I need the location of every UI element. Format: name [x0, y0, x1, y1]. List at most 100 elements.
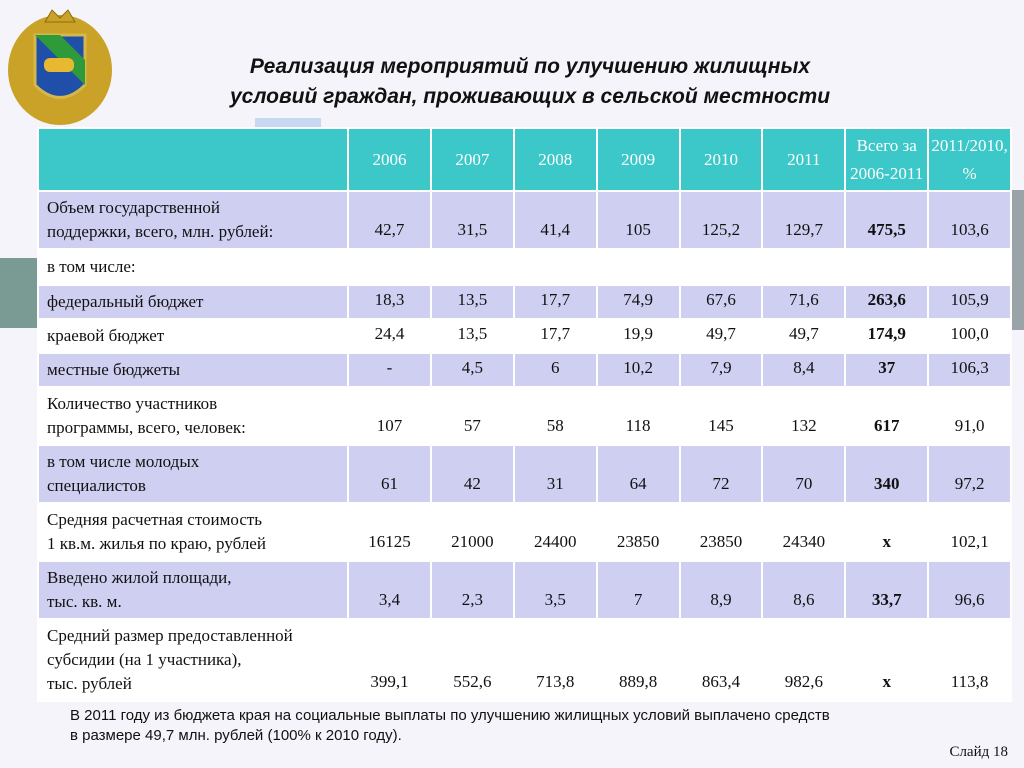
table-row: федеральный бюджет 18,3 13,5 17,7 74,9 67,6 71…	[37, 284, 1012, 320]
cell: 132	[761, 386, 847, 446]
cell: 24,4	[347, 318, 432, 354]
cell: -	[347, 352, 432, 388]
cell: 61	[347, 444, 432, 504]
cell: 8,9	[678, 560, 764, 620]
cell: 3,5	[512, 560, 598, 620]
cell: 37	[844, 352, 930, 388]
header-row: 2006 2007 2008 2009 2010 2011 Всего за 2006-20…	[37, 127, 1012, 192]
cell: 100,0	[927, 318, 1012, 354]
cell: 889,8	[595, 618, 681, 702]
cell: 58	[512, 386, 598, 446]
cell: 17,7	[512, 318, 598, 354]
cell: 107	[347, 386, 432, 446]
row-label: в том числе молодых специалистов	[37, 444, 349, 504]
cell: 125,2	[678, 190, 764, 250]
cell: 41,4	[512, 190, 598, 250]
cell: 8,6	[761, 560, 847, 620]
decor-strip	[0, 258, 37, 328]
cell: 72	[678, 444, 764, 504]
cell: 2,3	[429, 560, 515, 620]
cell: 475,5	[844, 190, 930, 250]
cell: 105	[595, 190, 681, 250]
cell: 6	[512, 352, 598, 388]
cell: 24400	[512, 502, 598, 562]
cell: 174,9	[844, 318, 930, 354]
cell: 3,4	[347, 560, 432, 620]
header-cell: 2009	[595, 127, 681, 192]
cell: 263,6	[844, 284, 930, 320]
cell: х	[844, 618, 930, 702]
table-row: в том числе:	[37, 248, 1012, 286]
cell: 7,9	[678, 352, 764, 388]
cell: 118	[595, 386, 681, 446]
cell: 70	[761, 444, 847, 504]
header-cell: 2007	[429, 127, 515, 192]
cell: 7	[595, 560, 681, 620]
cell: 106,3	[927, 352, 1012, 388]
cell: 21000	[429, 502, 515, 562]
cell: 8,4	[761, 352, 847, 388]
table-row: краевой бюджет 24,4 13,5 17,7 19,9 49,7 49,7 17…	[37, 318, 1012, 354]
cell: 91,0	[927, 386, 1012, 446]
cell: 863,4	[678, 618, 764, 702]
cell: 97,2	[927, 444, 1012, 504]
cell: 145	[678, 386, 764, 446]
header-cell	[37, 127, 349, 192]
row-label: Средний размер предоставленной субсидии …	[37, 618, 349, 702]
cell: 713,8	[512, 618, 598, 702]
footnote: В 2011 году из бюджета края на социальны…	[70, 707, 830, 744]
cell: 31,5	[429, 190, 515, 250]
cell: 129,7	[761, 190, 847, 250]
cell: 71,6	[761, 284, 847, 320]
cell: х	[844, 502, 930, 562]
cell: 74,9	[595, 284, 681, 320]
decor-strip	[1012, 190, 1024, 330]
cell: 103,6	[927, 190, 1012, 250]
table-row: местные бюджеты -4,5 6 10,2 7,9 8,4 37 106,3	[37, 352, 1012, 388]
row-label: Средняя расчетная стоимость 1 кв.м. жиль…	[37, 502, 349, 562]
table-row: Объем государственной поддержки, всего, …	[37, 190, 1012, 250]
cell: 49,7	[761, 318, 847, 354]
header-cell: 2011	[761, 127, 847, 192]
table-row: Введено жилой площади, тыс. кв. м. 3,4 2,3…	[37, 560, 1012, 620]
table-row: Средняя расчетная стоимость 1 кв.м. жиль…	[37, 502, 1012, 562]
cell: 17,7	[512, 284, 598, 320]
row-label: федеральный бюджет	[37, 284, 349, 320]
cell: 57	[429, 386, 515, 446]
table-row: Средний размер предоставленной субсидии …	[37, 618, 1012, 702]
row-label: краевой бюджет	[37, 318, 349, 354]
cell: 64	[595, 444, 681, 504]
cell: 49,7	[678, 318, 764, 354]
cell: 4,5	[429, 352, 515, 388]
row-label: местные бюджеты	[37, 352, 349, 388]
row-label: Введено жилой площади, тыс. кв. м.	[37, 560, 349, 620]
data-table: 2006 2007 2008 2009 2010 2011 Всего за 2006-20…	[37, 127, 1012, 702]
row-label: в том числе:	[37, 248, 349, 286]
slide-number: Слайд 18	[949, 744, 1008, 760]
row-label: Количество участников программы, всего, …	[37, 386, 349, 446]
cell: 102,1	[927, 502, 1012, 562]
cell: 340	[844, 444, 930, 504]
header-cell: Всего за 2006-2011	[844, 127, 930, 192]
cell: 13,5	[429, 318, 515, 354]
header-cell: 2011/2010, %	[927, 127, 1012, 192]
cell: 10,2	[595, 352, 681, 388]
title: Реализация мероприятий по улучшению жили…	[229, 55, 831, 108]
header-cell: 2010	[678, 127, 764, 192]
cell: 33,7	[844, 560, 930, 620]
row-label: Объем государственной поддержки, всего, …	[37, 190, 349, 250]
cell: 23850	[595, 502, 681, 562]
table-row: Количество участников программы, всего, …	[37, 386, 1012, 446]
header-cell: 2006	[347, 127, 432, 192]
cell: 42	[429, 444, 515, 504]
cell: 31	[512, 444, 598, 504]
cell: 16125	[347, 502, 432, 562]
cell: 552,6	[429, 618, 515, 702]
cell: 24340	[761, 502, 847, 562]
cell: 982,6	[761, 618, 847, 702]
cell: 96,6	[927, 560, 1012, 620]
decor-strip	[255, 118, 321, 127]
cell: 67,6	[678, 284, 764, 320]
table-row: в том числе молодых специалистов 61 42 31 64…	[37, 444, 1012, 504]
